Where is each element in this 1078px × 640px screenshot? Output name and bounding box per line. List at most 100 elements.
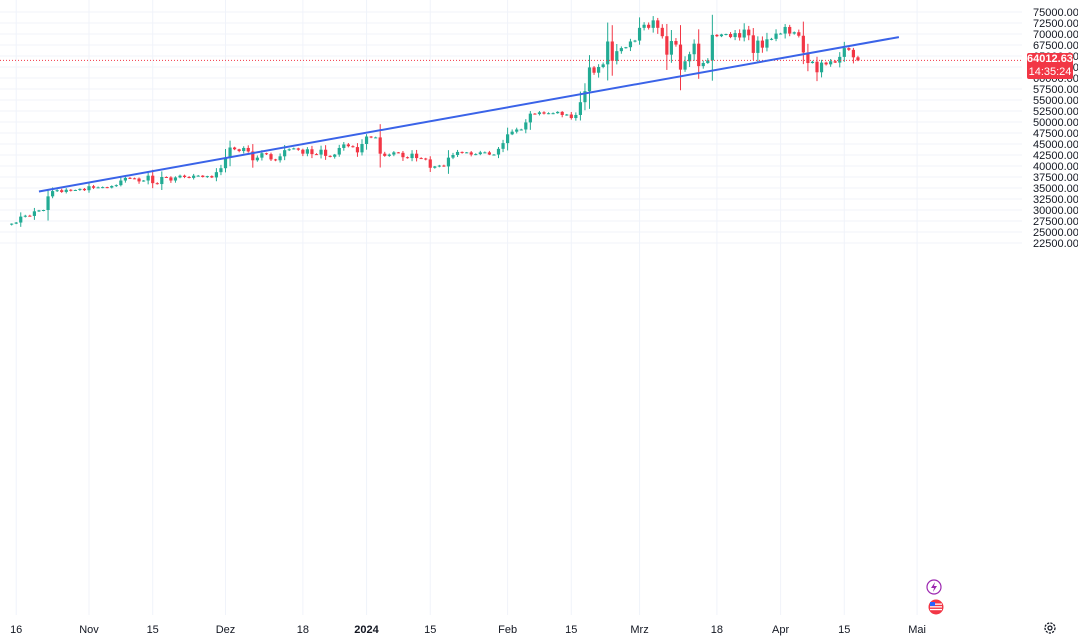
y-tick-label: 67500.00 (1033, 40, 1078, 52)
candle-body (419, 158, 423, 160)
candle-body (205, 176, 209, 178)
candle-body (178, 175, 182, 178)
candle (797, 29, 801, 38)
candle-body (146, 175, 150, 181)
candle (601, 62, 605, 69)
candle-body (69, 189, 73, 191)
candle-body (369, 136, 373, 138)
candle-body (324, 149, 328, 156)
candle (624, 46, 628, 49)
candle (560, 111, 564, 118)
candle (496, 146, 501, 159)
candle (324, 145, 328, 160)
candle (392, 151, 396, 157)
candle-body (847, 48, 851, 50)
candle-body (137, 178, 141, 182)
candle (10, 223, 14, 226)
candle (346, 142, 350, 148)
x-axis[interactable]: 16 Nov 15 Dez 18 2024 15 Feb 15 Mrz 18 Apr 15 Mai (10, 624, 926, 636)
candle (101, 186, 105, 189)
candle (824, 61, 828, 66)
candle-body (688, 54, 692, 62)
candle-body (342, 144, 346, 148)
candle-body (392, 152, 396, 155)
x-tick-label: Apr (772, 624, 789, 636)
candle-body (182, 175, 187, 177)
us-flag-icon[interactable] (926, 599, 946, 615)
candle (273, 158, 278, 162)
candle-body (810, 61, 815, 64)
candle-body (333, 154, 337, 157)
candle (415, 149, 419, 162)
candle-body (751, 35, 755, 53)
y-axis[interactable]: 22500.0025000.0027500.0030000.0032500.00… (1033, 7, 1078, 250)
candle-body (633, 40, 637, 42)
candle (255, 155, 259, 162)
candle-body (360, 144, 364, 153)
candle (396, 151, 400, 154)
lightning-icon[interactable] (926, 579, 942, 595)
candle (660, 24, 664, 39)
candle (542, 111, 546, 115)
candle (64, 188, 68, 194)
candle (606, 22, 610, 81)
candle-body (774, 33, 778, 39)
candle-body (742, 29, 746, 38)
candle (360, 139, 364, 156)
y-tick-label: 32500.00 (1033, 194, 1078, 206)
candle (164, 176, 168, 178)
x-tick-label: 15 (838, 624, 850, 636)
y-tick-label: 57500.00 (1033, 84, 1078, 96)
candle-body (474, 154, 478, 156)
candle-body (647, 24, 651, 28)
candle-body (601, 64, 605, 67)
candle-body (833, 61, 837, 63)
candle (533, 113, 537, 115)
candle-body (55, 190, 59, 192)
candle (19, 212, 23, 227)
x-tick-label: 18 (297, 624, 309, 636)
y-tick-label: 52500.00 (1033, 106, 1078, 118)
candle-body (442, 165, 446, 167)
candle (569, 111, 573, 120)
x-tick-label: 16 (10, 624, 22, 636)
candle-body (41, 210, 46, 211)
candle (210, 175, 214, 179)
candle (173, 176, 178, 183)
gear-icon[interactable] (1043, 621, 1057, 635)
candle (424, 157, 428, 161)
candle-body (364, 136, 369, 144)
candle (587, 55, 592, 109)
y-tick-label: 50000.00 (1033, 117, 1078, 129)
candle (96, 186, 100, 189)
candle-body (269, 154, 273, 160)
candle-body (210, 176, 214, 178)
x-tick-label: Mrz (630, 624, 648, 636)
candle-body (32, 211, 36, 216)
y-tick-label: 25000.00 (1033, 227, 1078, 239)
candle (574, 112, 578, 121)
candle-body (242, 147, 246, 152)
candle-body (251, 151, 255, 161)
candle (515, 127, 519, 134)
candle (455, 149, 460, 157)
candle (665, 23, 669, 70)
candle (401, 150, 405, 161)
candle (151, 169, 155, 189)
candle-body (669, 41, 673, 55)
candle (314, 153, 319, 156)
candle (851, 47, 855, 64)
candle (565, 113, 569, 116)
candle (319, 145, 323, 159)
candle-body (337, 147, 341, 155)
candle (637, 17, 642, 45)
last-price-value: 64012.63 (1027, 53, 1073, 66)
candle (119, 176, 123, 187)
candle (110, 185, 114, 189)
x-tick-label: Dez (216, 624, 236, 636)
candle (688, 51, 692, 67)
candle (82, 187, 87, 191)
candle (378, 124, 382, 168)
trendline[interactable] (38, 36, 900, 193)
